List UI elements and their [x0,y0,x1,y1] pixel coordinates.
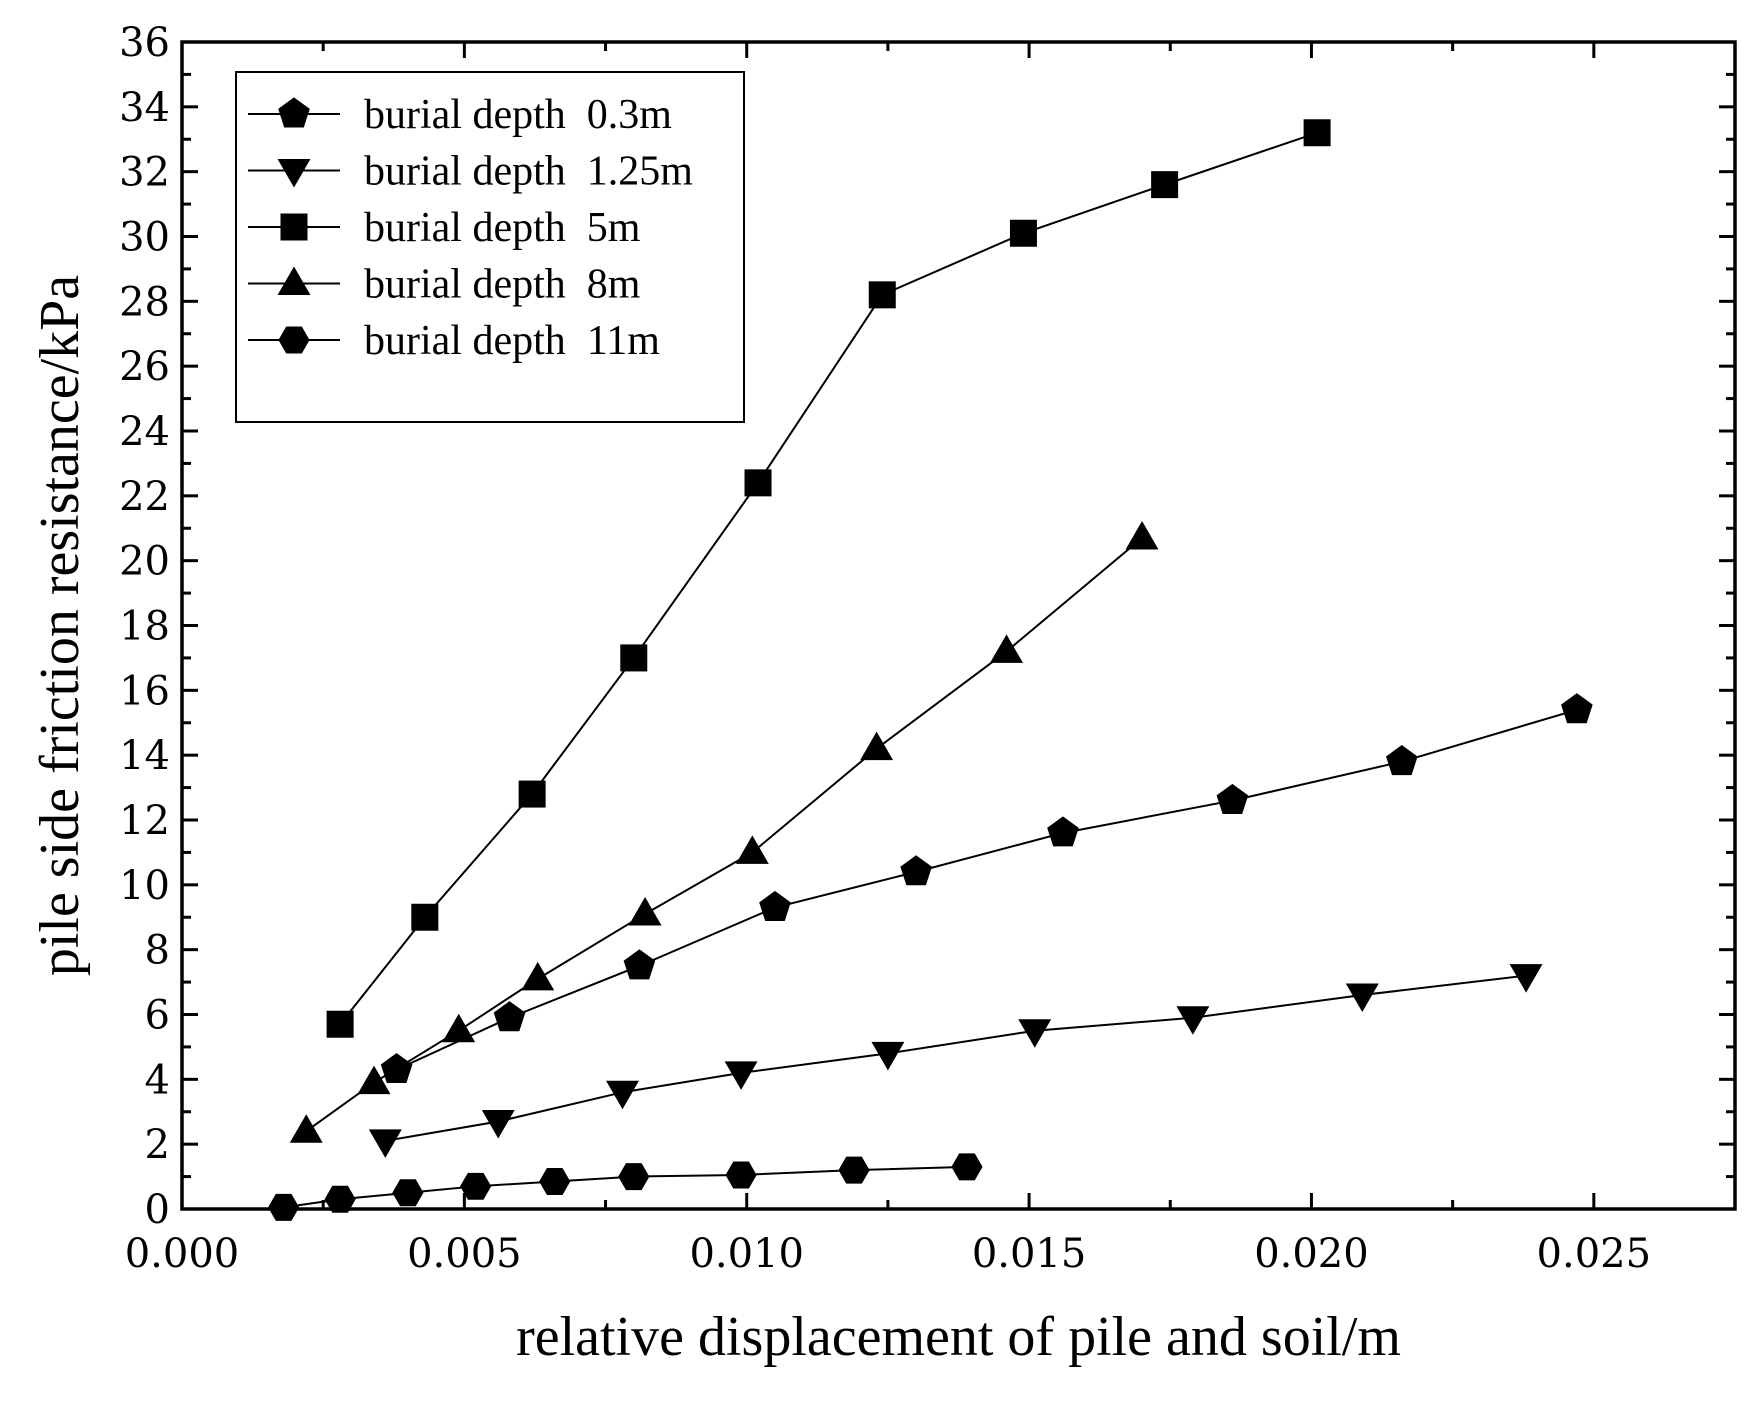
y-tick-label: 22 [119,474,170,520]
legend-label: burial depth 8m [364,262,641,308]
x-tick-label: 0.015 [972,1231,1087,1277]
series-4 [289,520,1159,1143]
legend-marker [278,97,310,128]
y-tick-label: 0 [145,1187,170,1233]
y-tick-label: 6 [145,993,170,1039]
series-1 [380,693,1593,1084]
data-point [1345,983,1379,1013]
series-layer [268,119,1593,1221]
data-point [871,1041,905,1071]
x-tick-label: 0.020 [1254,1231,1369,1277]
y-tick-label: 36 [119,20,170,66]
legend-label: burial depth 1.25m [364,149,693,195]
legend-item: burial depth 1.25m [248,149,693,195]
legend-label: burial depth 11m [364,318,660,364]
y-tick-label: 30 [119,215,170,261]
data-point [1018,1019,1052,1048]
x-tick-label: 0.010 [689,1231,804,1277]
legend-marker [277,159,311,188]
y-tick-label: 18 [119,604,170,650]
x-tick-label: 0.000 [125,1231,240,1277]
data-point [326,1010,354,1038]
data-point [493,1001,526,1032]
data-point [990,634,1023,663]
legend-item: burial depth 11m [248,318,660,364]
legend-marker [277,266,311,295]
y-tick-label: 20 [119,539,170,585]
data-point [1125,520,1159,550]
y-tick-label: 28 [119,279,170,325]
data-point [868,281,896,309]
data-point [539,1167,571,1195]
data-point [759,890,791,921]
y-tick-label: 24 [119,409,170,455]
data-point [289,1114,323,1143]
legend-box [235,71,745,423]
data-point [725,1161,757,1189]
series-2 [368,964,1543,1158]
plot-frame [180,40,1737,1211]
data-point [1509,964,1543,993]
data-point [1047,816,1079,847]
data-point [951,1153,983,1181]
y-tick-label: 2 [145,1122,170,1168]
data-point [460,1172,492,1200]
y-tick-label: 32 [119,150,170,196]
data-point [1386,745,1418,776]
legend-label: burial depth 0.3m [364,92,672,138]
data-point [606,1080,639,1110]
x-axis-title: relative displacement of pile and soil/m [516,1306,1401,1368]
data-point [1216,783,1249,814]
data-point [623,949,656,980]
data-point [1176,1006,1210,1035]
y-tick-label: 16 [119,668,170,714]
y-axis-title: pile side friction resistance/kPa [29,275,91,976]
legend-item: burial depth 8m [248,262,641,308]
data-point [860,731,894,761]
series-5 [268,1153,983,1221]
legend-marker [280,213,308,241]
y-tick-label: 8 [145,928,170,974]
data-point [618,1163,650,1191]
data-point [1303,119,1331,147]
legend-item: burial depth 0.3m [248,92,672,138]
legend-label: burial depth 5m [364,205,641,251]
data-point [620,644,648,672]
y-tick-label: 14 [119,733,170,779]
x-tick-label: 0.005 [407,1231,522,1277]
data-point [900,855,932,886]
data-point [481,1109,515,1139]
x-tick-label: 0.025 [1537,1231,1652,1277]
data-point [411,903,439,931]
data-point [744,469,772,497]
axis-ticks [180,40,1737,1211]
data-point [518,780,546,808]
data-point [442,1013,476,1043]
data-point [1561,693,1593,724]
data-point [1009,219,1037,247]
y-tick-label: 34 [119,85,170,131]
data-point [735,835,769,864]
data-point [628,897,662,926]
data-point [392,1179,424,1207]
legend: burial depth 0.3m burial depth 1.25m buria… [235,71,745,423]
data-point [357,1065,391,1095]
data-point [521,961,555,991]
data-point [368,1129,402,1158]
data-point [724,1061,758,1090]
y-tick-label: 26 [119,344,170,390]
data-point [324,1185,356,1213]
y-tick-label: 4 [145,1057,170,1103]
y-tick-label: 12 [119,798,170,844]
y-tick-label: 10 [119,863,170,909]
legend-item: burial depth 5m [248,205,641,251]
legend-marker [278,326,310,354]
data-point [1151,171,1179,199]
series-3 [326,119,1331,1038]
data-point [838,1156,870,1184]
